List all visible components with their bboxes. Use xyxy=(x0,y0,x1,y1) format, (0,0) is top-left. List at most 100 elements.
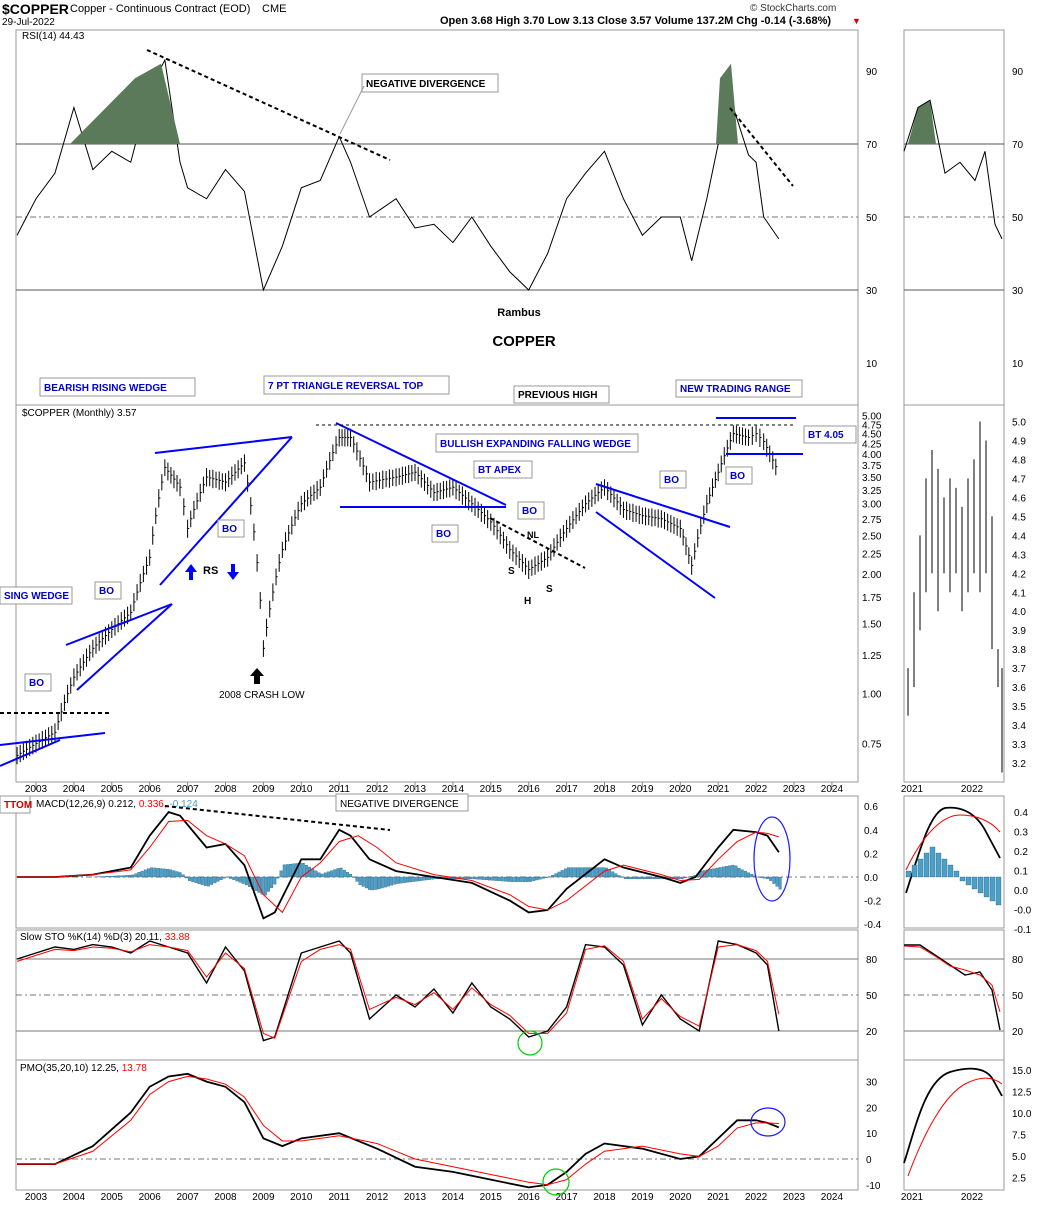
rsi-divergence-line xyxy=(146,49,391,161)
macd-histogram-bar xyxy=(535,876,539,881)
author-label: Rambus xyxy=(497,307,540,319)
macd-histogram-bar xyxy=(368,876,372,890)
price-tick: 0.75 xyxy=(862,739,882,750)
x-tick-label: 2005 xyxy=(101,1192,124,1203)
inset-price-tick: 3.9 xyxy=(1012,626,1026,637)
macd-histogram-bar xyxy=(229,876,233,879)
pmo-label: PMO(35,20,10) 12.25, 13.78 xyxy=(20,1063,147,1074)
macd-histogram-bar xyxy=(544,876,548,878)
inset-macd-histogram-bar xyxy=(941,858,948,878)
macd-histogram-bar xyxy=(289,863,293,878)
macd-histogram-bar xyxy=(121,875,125,878)
macd-histogram-bar xyxy=(582,867,586,878)
macd-histogram-bar xyxy=(642,876,646,880)
bearish-rising-wedge-label: BEARISH RISING WEDGE xyxy=(44,383,167,394)
hs-left-shoulder-label: S xyxy=(508,566,515,577)
macd-histogram-bar xyxy=(551,874,555,878)
rsi-divergence-line-2 xyxy=(729,107,794,187)
macd-histogram-bar xyxy=(560,870,564,878)
macd-histogram-bar xyxy=(311,868,315,878)
x-tick-label-price: 2015 xyxy=(480,784,503,795)
inset-sto-k-line xyxy=(904,944,1001,1031)
watermark: © StockCharts.com xyxy=(750,3,837,14)
price-tick: 3.75 xyxy=(862,461,882,472)
pmo-tick: 30 xyxy=(866,1078,878,1089)
macd-histogram-bar xyxy=(731,864,735,878)
macd-histogram-bar xyxy=(598,867,602,878)
macd-histogram-bar xyxy=(554,873,558,878)
macd-histogram-bar xyxy=(649,876,653,880)
inset-price-tick: 4.4 xyxy=(1012,531,1026,542)
macd-histogram-bar xyxy=(639,876,643,880)
inset-macd-histogram-bar xyxy=(971,876,978,890)
price-tick: 4.00 xyxy=(862,450,882,461)
macd-histogram-bar xyxy=(532,876,536,881)
macd-histogram-bar xyxy=(162,868,166,878)
macd-callout-box xyxy=(335,793,469,812)
macd-histogram-bar xyxy=(709,869,713,878)
x-tick-label-price: 2005 xyxy=(101,784,124,795)
macd-histogram-bar xyxy=(769,876,773,881)
macd-histogram-bar xyxy=(497,876,501,881)
x-tick-label: 2020 xyxy=(669,1192,692,1203)
previous-high-label: PREVIOUS HIGH xyxy=(518,390,597,401)
inset-macd-histogram-bar xyxy=(935,852,942,878)
inset-price-tick: 4.9 xyxy=(1012,436,1026,447)
macd-histogram-bar xyxy=(210,876,214,885)
x-tick-label: 2021 xyxy=(707,1192,730,1203)
macd-histogram-bar xyxy=(134,873,138,878)
macd-histogram-bar xyxy=(118,875,122,878)
inset-price-tick: 4.8 xyxy=(1012,455,1026,466)
macd-histogram-bar xyxy=(573,867,577,878)
x-tick-label-price: 2011 xyxy=(328,784,350,795)
macd-histogram-bar xyxy=(589,867,593,878)
x-tick-label-price: 2006 xyxy=(139,784,162,795)
x-tick-label: 2017 xyxy=(555,1192,578,1203)
x-tick-label: 2006 xyxy=(139,1192,162,1203)
macd-histogram-bar xyxy=(526,876,529,882)
macd-histogram-bar xyxy=(567,867,570,878)
inset-pmo-tick: 7.5 xyxy=(1012,1131,1026,1142)
macd-histogram-bar xyxy=(279,870,283,878)
pmo-panel xyxy=(15,1059,859,1191)
trendline xyxy=(0,732,106,746)
x-tick-label: 2007 xyxy=(176,1192,199,1203)
rising-wedge-label-left: SING WEDGE xyxy=(4,591,69,602)
bo-label-box xyxy=(725,466,753,485)
inset-rsi-tick: 90 xyxy=(1012,67,1024,78)
trendline xyxy=(159,436,293,586)
bo-label: BO xyxy=(222,524,237,535)
expanding-wedge-label: BULLISH EXPANDING FALLING WEDGE xyxy=(440,439,631,450)
x-tick-label: 2010 xyxy=(290,1192,313,1203)
inset-pmo-tick: 10.0 xyxy=(1012,1109,1032,1120)
rsi-tick: 90 xyxy=(866,67,878,78)
inset-price-tick: 3.2 xyxy=(1012,759,1026,770)
pmo-panel-inset xyxy=(903,1059,1005,1191)
macd-histogram-bar xyxy=(380,876,384,889)
sto-label: Slow STO %K(14) %D(3) 20.11, 33.88 xyxy=(20,932,190,943)
bo-label: BO xyxy=(522,506,537,517)
bt-apex-label: BT APEX xyxy=(478,465,521,476)
macd-histogram-bar xyxy=(143,869,147,878)
macd-histogram-bar xyxy=(304,864,308,878)
macd-histogram-bar xyxy=(355,876,359,882)
x-tick-label-price: 2003 xyxy=(25,784,48,795)
macd-histogram-bar xyxy=(358,876,362,886)
inset-rsi-tick: 50 xyxy=(1012,213,1024,224)
macd-histogram-bar xyxy=(570,867,574,878)
macd-histogram-bar xyxy=(519,876,523,882)
macd-histogram-bar xyxy=(516,876,520,882)
macd-histogram-bar xyxy=(109,876,113,878)
bo-label: BO xyxy=(436,529,451,540)
macd-histogram-bar xyxy=(500,876,504,882)
inset-rsi-tick: 30 xyxy=(1012,286,1024,297)
macd-histogram-bar xyxy=(576,867,580,878)
macd-histogram-bar xyxy=(614,873,618,878)
macd-histogram-bar xyxy=(412,876,416,882)
chart-header: $COPPER Copper - Continuous Contract (EO… xyxy=(0,0,1050,28)
macd-tick: 0.2 xyxy=(864,849,878,860)
macd-histogram-bar xyxy=(285,864,289,878)
bo-label-box xyxy=(517,501,545,520)
macd-histogram-bar xyxy=(276,876,280,879)
